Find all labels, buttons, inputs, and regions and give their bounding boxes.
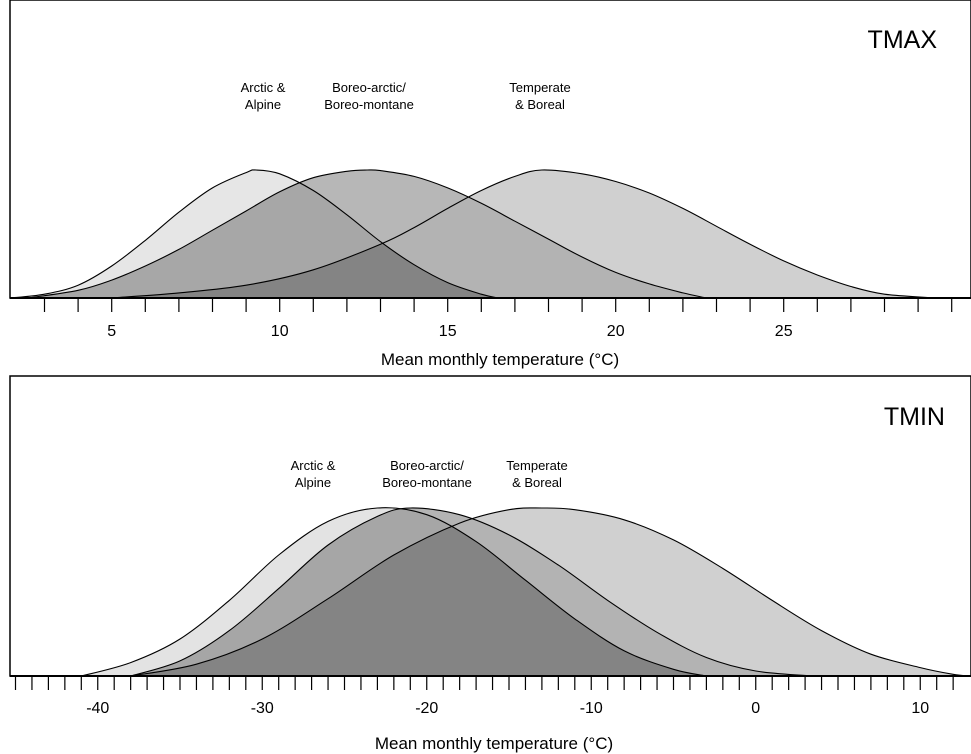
tmax-title: TMAX <box>868 26 938 54</box>
tmax-overlap-shading <box>27 169 707 298</box>
tmax-outline-temperate-boreal <box>111 169 935 299</box>
tmin-x-tick-labels: -40 -30 -20 -10 0 10 <box>86 700 929 717</box>
tmin-curve-outlines <box>81 507 970 677</box>
tmin-x-tick-label: -10 <box>580 700 603 717</box>
tmax-label-boreo-arctic-boreo-montane: Boreo-arctic/Boreo-montane <box>324 80 414 112</box>
tmin-x-tick-label: -30 <box>251 700 274 717</box>
tmax-overlap-1-2 <box>111 169 707 298</box>
tmin-outline-temperate-boreal <box>130 507 970 677</box>
tmin-x-tick-label: -40 <box>86 700 109 717</box>
tmax-x-tick-label: 20 <box>607 323 625 340</box>
tmin-x-tick-label: 10 <box>911 700 929 717</box>
tmax-x-tick-label: 15 <box>439 323 457 340</box>
tmax-x-tick-label: 5 <box>107 323 116 340</box>
tmax-x-ticks <box>43 298 953 312</box>
tmin-outline-boreo-arctic-boreo-montane <box>130 507 814 677</box>
tmin-series-labels: Arctic & Alpine Boreo-arctic/Boreo-montane… <box>291 458 568 490</box>
tmax-series-labels: Arctic & Alpine Boreo-arctic/Boreo-montane… <box>241 80 571 112</box>
tmax-x-axis-label: Mean monthly temperature (°C) <box>381 350 619 369</box>
tmax-curve-outlines <box>10 169 935 299</box>
tmax-x-tick-label: 25 <box>775 323 793 340</box>
tmin-x-axis-label: Mean monthly temperature (°C) <box>375 734 613 753</box>
tmax-outline-arctic-alpine <box>10 169 499 299</box>
tmin-x-ticks <box>14 676 954 690</box>
tmin-panel: -40 -30 -20 -10 0 10 Arctic & Alpine Boreo-arct… <box>9 375 971 753</box>
tmax-panel: 5 10 15 20 25 Arctic & Alpine Boreo-arctic/Bor… <box>9 0 971 369</box>
tmax-label-temperate-boreal: Temperate & Boreal <box>509 80 570 112</box>
tmax-x-tick-labels: 5 10 15 20 25 <box>107 323 792 340</box>
tmin-label-boreo-arctic-boreo-montane: Boreo-arctic/Boreo-montane <box>382 458 472 490</box>
tmin-title: TMIN <box>884 403 945 431</box>
tmax-outline-boreo-arctic-boreo-montane <box>27 169 707 299</box>
tmin-label-temperate-boreal: Temperate & Boreal <box>506 458 567 490</box>
tmax-x-tick-label: 10 <box>271 323 289 340</box>
tmin-label-arctic-alpine: Arctic & Alpine <box>291 458 336 490</box>
tmin-x-tick-label: 0 <box>751 700 760 717</box>
tmin-x-tick-label: -20 <box>415 700 438 717</box>
tmax-overlap-0-1 <box>27 169 499 298</box>
tmax-label-arctic-alpine: Arctic & Alpine <box>241 80 286 112</box>
